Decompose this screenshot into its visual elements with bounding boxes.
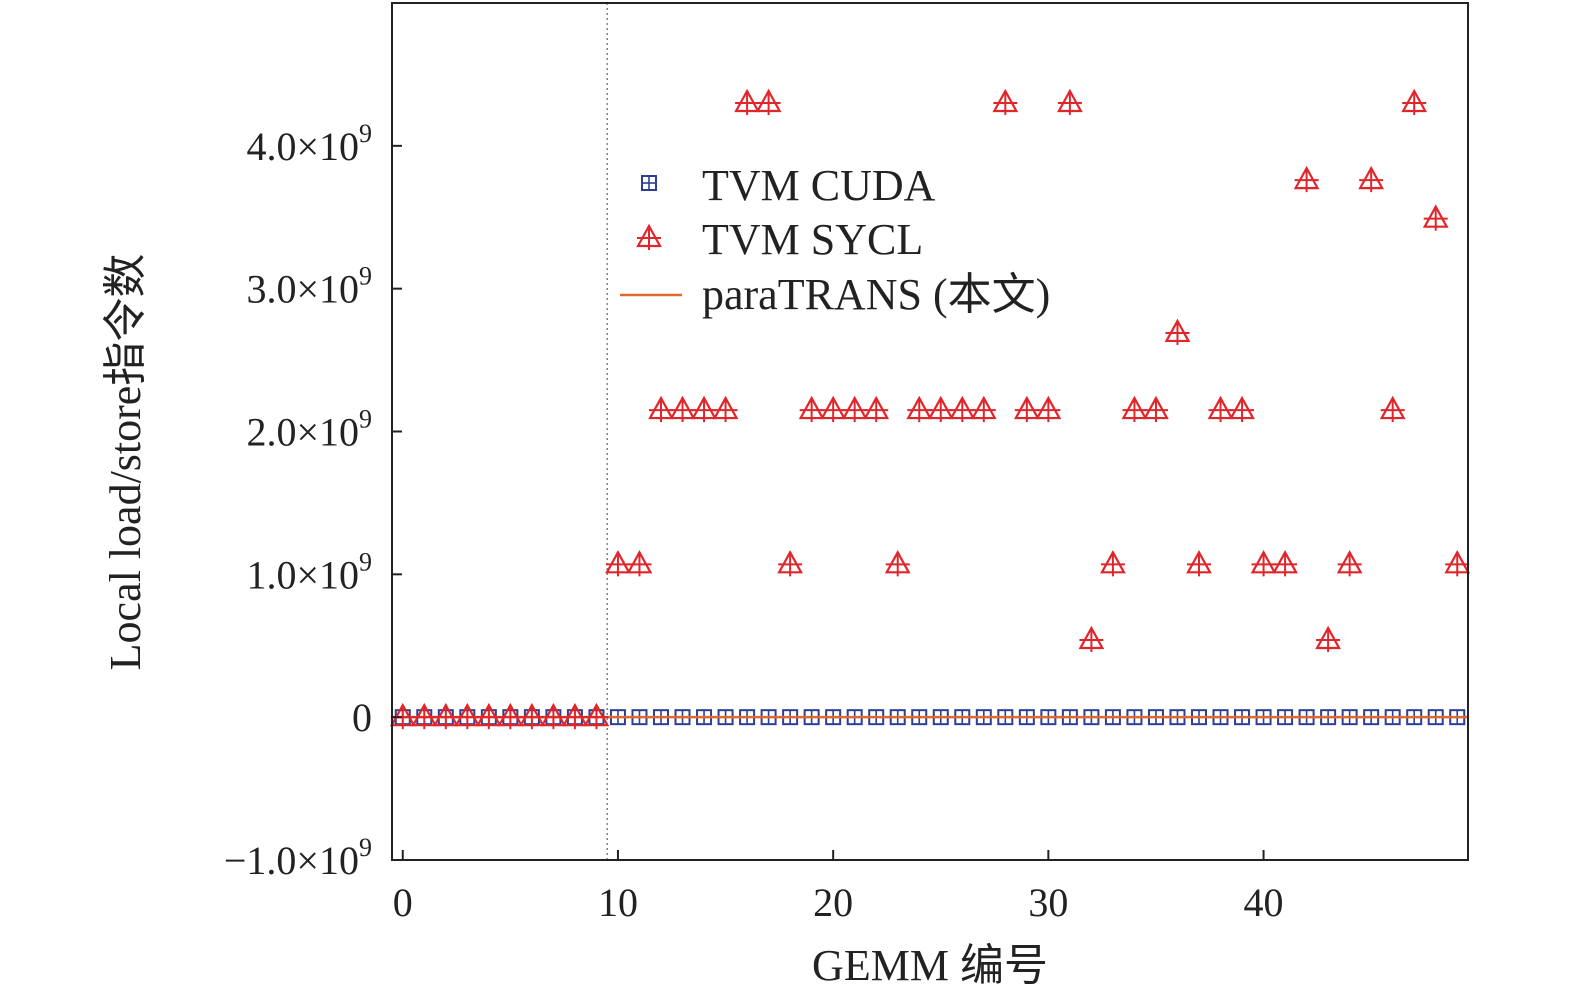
tvm-sycl-point bbox=[454, 702, 481, 730]
y-axis-label: Local load/store指令数 bbox=[101, 254, 150, 671]
legend-square-plus bbox=[641, 175, 657, 191]
tvm-sycl-point bbox=[820, 395, 847, 423]
y-tick-label: 3.0×109 bbox=[246, 262, 372, 312]
tvm-sycl-point bbox=[669, 395, 696, 423]
legend-item-tvm-sycl: TVM SYCL bbox=[636, 215, 923, 264]
tvm-sycl-point bbox=[1315, 625, 1341, 653]
tvm-sycl-point bbox=[734, 88, 760, 115]
tvm-sycl-point bbox=[1013, 395, 1040, 423]
legend-triangle-plus bbox=[636, 223, 662, 250]
x-tick-label: 30 bbox=[1028, 880, 1068, 925]
tvm-sycl-point bbox=[583, 702, 610, 730]
tvm-sycl-point bbox=[648, 395, 674, 423]
y-tick-label: −1.0×109 bbox=[224, 833, 372, 883]
legend-marker-triangle-plus bbox=[636, 223, 662, 250]
x-tick-label: 0 bbox=[393, 880, 413, 925]
series-layer bbox=[389, 88, 1471, 730]
tvm-sycl-point bbox=[906, 395, 933, 423]
tvm-sycl-point bbox=[519, 702, 545, 730]
tvm-sycl-point bbox=[497, 702, 524, 730]
tvm-sycl-point bbox=[863, 395, 890, 423]
tvm-sycl-point bbox=[841, 395, 868, 423]
tvm-sycl-point bbox=[1336, 550, 1363, 577]
legend: TVM CUDA TVM SYCL paraTRANS (本文) bbox=[620, 161, 1050, 319]
tvm-sycl-point bbox=[1078, 625, 1105, 653]
tvm-sycl-point bbox=[1164, 318, 1191, 345]
axis-ticks: 0 10 20 30 40 −1.0×109 0 1.0×109 2.0×109 3.0×109 4… bbox=[224, 119, 1284, 925]
tvm-sycl-point bbox=[691, 395, 717, 423]
tvm-sycl-point bbox=[562, 702, 588, 730]
x-axis-label: GEMM 编号 bbox=[812, 941, 1048, 990]
tvm-sycl-point bbox=[1379, 395, 1406, 423]
tvm-sycl-point bbox=[884, 550, 911, 577]
tvm-sycl-point bbox=[1272, 550, 1298, 577]
y-tick-label: 0 bbox=[352, 695, 372, 740]
tvm-sycl-point bbox=[755, 88, 782, 115]
y-tick-label: 1.0×109 bbox=[246, 547, 372, 597]
tvm-sycl-point bbox=[626, 550, 653, 577]
tvm-sycl-point bbox=[1057, 88, 1083, 115]
tvm-sycl-point bbox=[411, 702, 438, 730]
tvm-sycl-point bbox=[1229, 395, 1255, 423]
tvm-sycl-point bbox=[1207, 395, 1234, 423]
tvm-sycl-point bbox=[1422, 204, 1449, 231]
y-tick-label: 2.0×109 bbox=[246, 405, 372, 455]
tvm-sycl-point bbox=[949, 395, 976, 423]
legend-item-paratrans: paraTRANS (本文) bbox=[620, 270, 1050, 319]
tvm-sycl-point bbox=[1035, 395, 1062, 423]
legend-item-tvm-cuda: TVM CUDA bbox=[641, 161, 936, 210]
tvm-sycl-point bbox=[1143, 395, 1169, 423]
tvm-sycl-point bbox=[432, 702, 459, 730]
tvm-sycl-point bbox=[1444, 550, 1471, 577]
x-tick-label: 40 bbox=[1244, 880, 1284, 925]
tvm-sycl-point bbox=[992, 88, 1019, 115]
tvm-sycl-point bbox=[1186, 550, 1212, 577]
x-tick-label: 20 bbox=[813, 880, 853, 925]
tvm-sycl-point bbox=[1250, 550, 1277, 577]
legend-label-tvm-sycl: TVM SYCL bbox=[702, 215, 923, 264]
legend-marker-square-plus bbox=[641, 175, 657, 191]
tvm-sycl-point bbox=[1358, 165, 1385, 193]
tvm-sycl-point bbox=[1293, 165, 1320, 193]
tvm-sycl-point bbox=[927, 395, 954, 423]
tvm-sycl-point bbox=[475, 702, 502, 730]
tvm-sycl-point bbox=[605, 550, 631, 577]
tvm-sycl-point bbox=[712, 395, 739, 423]
tvm-sycl-point bbox=[1100, 550, 1126, 577]
x-tick-label: 10 bbox=[598, 880, 638, 925]
tvm-sycl-point bbox=[1401, 88, 1428, 115]
tvm-sycl-point bbox=[798, 395, 825, 423]
tvm-sycl-point bbox=[970, 395, 997, 423]
tvm-sycl-point bbox=[777, 550, 803, 577]
tvm-sycl-point bbox=[1121, 395, 1148, 423]
tvm-sycl-point bbox=[540, 702, 567, 730]
legend-label-tvm-cuda: TVM CUDA bbox=[702, 161, 936, 210]
y-tick-label: 4.0×109 bbox=[246, 119, 372, 169]
legend-label-paratrans: paraTRANS (本文) bbox=[702, 270, 1050, 319]
